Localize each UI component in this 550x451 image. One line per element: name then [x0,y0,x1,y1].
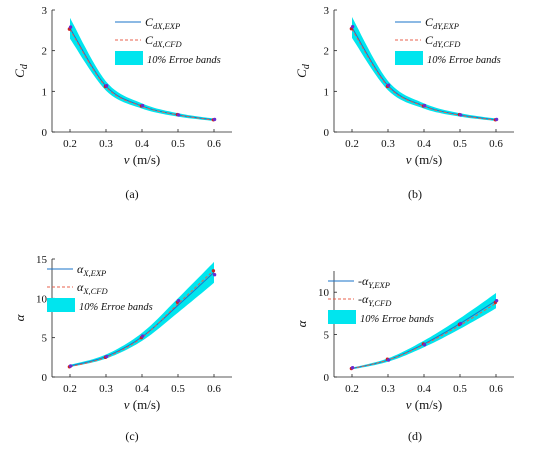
x-tick-label: 0.4 [417,138,431,150]
data-point [176,113,181,117]
chart-panel: 0.2 0.3 0.4 0.5 0.6 0 1 2 3 v (m/s) Cd CdY,EXP CdY,C… [294,5,514,201]
legend-swatch-band [115,51,143,65]
x-tick-label: 0.3 [381,138,395,150]
legend-label-exp: -αY,EXP [358,274,390,290]
legend-label-cfd: αX,CFD [77,280,108,296]
legend-label-band: 10% Erroe bands [79,302,153,313]
x-tick-label: 0.2 [345,383,359,395]
data-point [422,343,427,347]
data-point [68,25,73,29]
y-axis-label: Cd [294,63,312,78]
x-tick-label: 0.5 [171,383,185,395]
data-point [211,269,216,273]
chart-panel: 0.2 0.3 0.4 0.5 0.6 0 5 10 15 v (m/s) α αX,EXP αX,CF… [12,254,232,443]
data-point [350,24,355,29]
y-tick-label: 0 [42,372,48,384]
x-tick-label: 0.3 [99,383,113,395]
x-axis-label: v (m/s) [124,152,160,167]
y-tick-label: 1 [324,86,330,98]
legend-label-cfd: -αY,CFD [358,292,392,308]
y-tick-label: 2 [42,46,48,58]
y-axis-label: Cd [12,63,30,78]
data-point [458,113,463,117]
legend-label-band: 10% Erroe bands [360,314,434,325]
x-tick-label: 0.6 [207,138,221,150]
panel-caption: (c) [125,429,138,443]
x-tick-label: 0.4 [417,383,431,395]
data-point [140,103,145,108]
data-point [494,298,499,303]
series-line-cfd [351,28,497,121]
data-point [494,117,499,122]
x-tick-label: 0.6 [489,383,503,395]
x-axis-label: v (m/s) [406,152,442,167]
chart-panel: 0.2 0.3 0.4 0.5 0.6 0 1 2 3 v (m/s) Cd CdX,EXP CdX,C… [12,5,232,201]
legend-label-exp: CdY,EXP [425,15,459,31]
y-tick-label: 10 [318,287,330,299]
legend-label-exp: αX,EXP [77,262,106,278]
y-tick-label: 0 [324,372,330,384]
panel-caption: (b) [408,187,422,201]
legend: αX,EXP αX,CFD 10% Erroe bands [47,262,153,313]
y-tick-label: 1 [42,86,48,98]
x-tick-label: 0.5 [453,138,467,150]
data-point [176,298,181,303]
x-tick-label: 0.4 [135,138,149,150]
data-point [140,334,145,338]
panel-caption: (d) [408,429,422,443]
y-tick-label: 2 [324,46,330,58]
y-tick-label: 3 [324,5,330,17]
data-point [386,83,391,87]
legend-label-band: 10% Erroe bands [427,55,501,66]
legend: -αY,EXP -αY,CFD 10% Erroe bands [328,274,434,325]
y-tick-label: 3 [42,5,48,17]
y-tick-label: 0 [42,127,48,139]
y-tick-label: 5 [42,333,48,345]
y-axis-label: α [294,319,309,327]
data-point [350,365,355,370]
legend: CdY,EXP CdY,CFD 10% Erroe bands [395,15,501,66]
legend-label-exp: CdX,EXP [145,15,180,31]
y-tick-label: 15 [36,254,48,266]
x-tick-label: 0.4 [135,383,149,395]
x-tick-label: 0.6 [489,138,503,150]
x-tick-label: 0.2 [63,383,77,395]
data-point [212,117,217,122]
data-point [422,103,427,108]
panel-caption: (a) [125,187,138,201]
y-tick-label: 10 [36,293,48,305]
legend-label-band: 10% Erroe bands [147,55,221,66]
x-axis-label: v (m/s) [406,397,442,412]
x-tick-label: 0.3 [381,383,395,395]
x-tick-label: 0.2 [63,138,77,150]
data-point [68,364,73,368]
data-point [104,83,109,88]
data-point [458,321,463,326]
data-point [212,273,217,277]
y-tick-label: 0 [324,127,330,139]
x-tick-label: 0.5 [453,383,467,395]
series-line-cfd [69,269,215,368]
legend: CdX,EXP CdX,CFD 10% Erroe bands [115,15,221,66]
legend-swatch-band [395,51,423,65]
x-tick-label: 0.5 [171,138,185,150]
x-axis-label: v (m/s) [124,397,160,412]
x-tick-label: 0.6 [207,383,221,395]
legend-swatch-band [47,298,75,312]
chart-panel: 0.2 0.3 0.4 0.5 0.6 0 5 10 v (m/s) α -αY,EXP -αY,CF… [294,271,514,443]
legend-label-cfd: CdX,CFD [145,33,182,49]
y-axis-label: α [12,313,27,321]
y-tick-label: 5 [324,330,330,342]
data-point [104,354,109,359]
data-point [386,358,391,362]
legend-swatch-band [328,310,356,324]
x-tick-label: 0.3 [99,138,113,150]
series-line-cfd [69,29,215,121]
x-tick-label: 0.2 [345,138,359,150]
legend-label-cfd: CdY,CFD [425,33,461,49]
